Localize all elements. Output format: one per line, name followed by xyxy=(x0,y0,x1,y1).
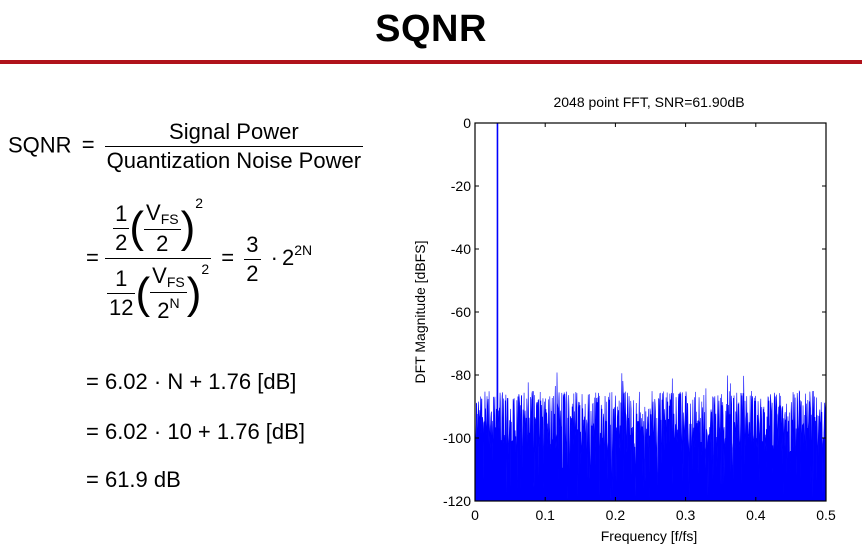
vfs-over-2n-fraction: VFS 2N xyxy=(150,263,187,324)
noise-floor-spectrum xyxy=(474,122,827,501)
y-tick-label: -40 xyxy=(451,241,471,257)
x-tick-label: 0.2 xyxy=(606,507,626,523)
three-halves-fraction: 3 2 xyxy=(244,231,261,286)
equals-sign: = xyxy=(86,245,99,270)
sqnr-result-line: = 61.9 dB xyxy=(86,467,181,492)
y-tick-label: -120 xyxy=(443,493,471,509)
title-underline xyxy=(0,60,862,64)
sqnr-definition: SQNR = Signal Power Quantization Noise P… xyxy=(8,119,364,173)
y-tick-label: -20 xyxy=(451,178,471,194)
open-paren: ( xyxy=(129,203,144,253)
vfs-over-2-fraction: VFS 2 xyxy=(144,199,181,256)
derivation-fraction: 1 2 ( VFS 2 )2 1 12 ( VFS 2N )2 xyxy=(104,195,212,324)
multiply-dot: · xyxy=(270,245,278,270)
equals-sign: = xyxy=(221,245,235,270)
sqnr-label: SQNR xyxy=(8,132,72,158)
slide-title: SQNR xyxy=(375,8,487,50)
noise-power-text: Quantization Noise Power xyxy=(104,146,364,173)
open-paren: ( xyxy=(135,268,151,318)
x-tick-label: 0.4 xyxy=(746,507,766,523)
chart-title: 2048 point FFT, SNR=61.90dB xyxy=(553,94,744,110)
x-tick-label: 0.3 xyxy=(676,507,696,523)
equals-sign: = xyxy=(81,132,95,158)
power-of-two-base: 2 xyxy=(281,245,295,270)
power-ratio-fraction: Signal Power Quantization Noise Power xyxy=(104,119,364,173)
y-tick-label: -60 xyxy=(451,304,471,320)
close-paren: ) xyxy=(180,203,196,253)
x-tick-label: 0.1 xyxy=(535,507,555,523)
noise-power-expression: 1 12 ( VFS 2N )2 xyxy=(104,257,212,324)
power-of-two-exponent: 2N xyxy=(294,242,313,258)
sqnr-substitution-line: = 6.02 · 10 + 1.76 [dB] xyxy=(86,419,305,444)
y-tick-label: 0 xyxy=(463,115,471,131)
sqnr-derivation: = 1 2 ( VFS 2 )2 1 12 ( VFS 2N )2 = 3 2 … xyxy=(86,196,312,322)
close-paren: ) xyxy=(186,268,202,318)
y-axis-label: DFT Magnitude [dBFS] xyxy=(412,241,428,384)
sqnr-formula-line: = 6.02 · N + 1.76 [dB] xyxy=(86,369,297,394)
y-tick-label: -100 xyxy=(443,430,471,446)
x-axis-label: Frequency [f/fs] xyxy=(601,528,697,544)
x-tick-label: 0 xyxy=(471,507,479,523)
y-tick-label: -80 xyxy=(451,367,471,383)
signal-power-expression: 1 2 ( VFS 2 )2 xyxy=(113,195,204,256)
signal-power-text: Signal Power xyxy=(169,119,299,144)
one-twelfth-fraction: 1 12 xyxy=(106,266,136,321)
half-fraction: 1 2 xyxy=(113,200,130,255)
x-tick-label: 0.5 xyxy=(816,507,836,523)
